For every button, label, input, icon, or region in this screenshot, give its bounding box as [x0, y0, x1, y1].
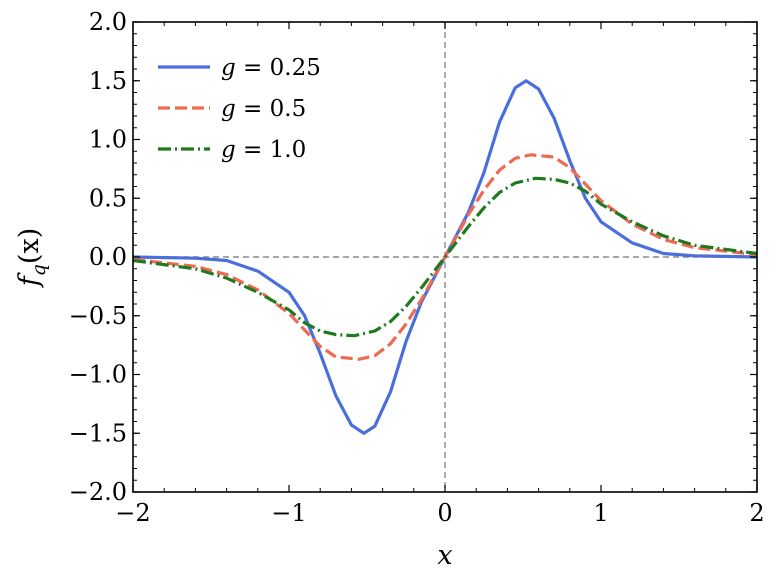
legend-eq: =: [236, 137, 270, 163]
y-tick-label: −0.5: [69, 302, 127, 330]
axis-ticks: −2 −1 0 1 2 −2.0 −1.5 −1.0 −0.5 0.0 0.5 1.0 1.5 2.0: [69, 8, 765, 527]
series-line-1: [133, 153, 757, 361]
y-tick-label: −1.5: [69, 419, 127, 447]
x-tick-label: 2: [749, 499, 764, 527]
y-tick-label: 0.0: [89, 243, 127, 271]
legend-value: 1.0: [270, 137, 307, 163]
y-tick-label: 0.5: [89, 184, 127, 212]
legend-eq: =: [236, 96, 270, 122]
y-axis-label: fq(x): [14, 228, 50, 288]
y-tick-label: 2.0: [89, 8, 127, 36]
y-tick-label: 1.5: [89, 67, 127, 95]
legend: g = 0.25g = 0.5g = 1.0: [158, 55, 321, 163]
series-layer: [133, 79, 757, 435]
series-line-2: [133, 176, 757, 338]
legend-var: g: [221, 55, 236, 81]
legend-eq: =: [236, 55, 270, 81]
y-tick-label: −1.0: [69, 361, 127, 389]
legend-label-0: g = 0.25: [221, 55, 321, 81]
x-tick-label: 1: [593, 499, 608, 527]
y-tick-label: −2.0: [69, 478, 127, 506]
x-tick-label: −1: [271, 499, 306, 527]
x-axis-label: x: [437, 540, 452, 571]
legend-value: 0.25: [270, 55, 321, 81]
x-tick-label: −2: [115, 499, 150, 527]
legend-label-1: g = 0.5: [221, 96, 306, 122]
y-axis-label-arg: (x): [14, 228, 45, 264]
legend-var: g: [221, 96, 236, 122]
y-axis-label-sub: q: [28, 264, 50, 276]
x-tick-label: 0: [437, 499, 452, 527]
legend-value: 0.5: [270, 96, 307, 122]
legend-label-2: g = 1.0: [221, 137, 306, 163]
legend-var: g: [221, 137, 236, 163]
y-tick-label: 1.0: [89, 126, 127, 154]
